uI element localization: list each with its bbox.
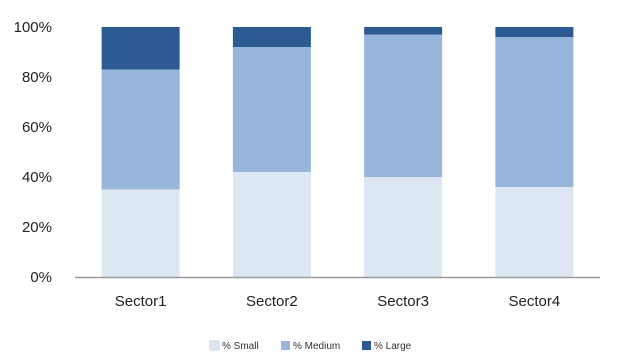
legend-swatch xyxy=(281,341,290,350)
y-tick-label: 40% xyxy=(22,169,52,186)
y-tick-label: 20% xyxy=(22,219,52,236)
y-tick-label: 100% xyxy=(14,19,52,36)
legend-swatch xyxy=(362,341,371,350)
bar-segment-small-sector3 xyxy=(364,177,443,277)
bar-segment-small-sector2 xyxy=(232,172,311,277)
bar-segment-large-sector3 xyxy=(364,27,443,35)
bar-segment-large-sector1 xyxy=(101,27,180,70)
bar-segment-small-sector4 xyxy=(495,187,574,277)
y-tick-label: 60% xyxy=(22,119,52,136)
bar-segment-large-sector2 xyxy=(232,27,311,47)
x-tick-label: Sector2 xyxy=(246,293,298,310)
bar-segment-medium-sector2 xyxy=(232,47,311,172)
bar-segment-medium-sector1 xyxy=(101,69,180,190)
legend-label: % Large xyxy=(374,341,412,352)
bar-segment-small-sector1 xyxy=(101,189,180,277)
x-tick-label: Sector1 xyxy=(115,293,167,310)
y-tick-label: 0% xyxy=(30,269,52,286)
x-tick-label: Sector4 xyxy=(509,293,561,310)
legend-label: % Small xyxy=(222,341,259,352)
y-tick-label: 80% xyxy=(22,69,52,86)
legend-label: % Medium xyxy=(293,341,340,352)
bar-segment-medium-sector3 xyxy=(364,34,443,177)
bar-segment-medium-sector4 xyxy=(495,37,574,187)
x-tick-label: Sector3 xyxy=(377,293,429,310)
bar-segment-large-sector4 xyxy=(495,27,574,37)
legend-swatch xyxy=(209,340,220,351)
